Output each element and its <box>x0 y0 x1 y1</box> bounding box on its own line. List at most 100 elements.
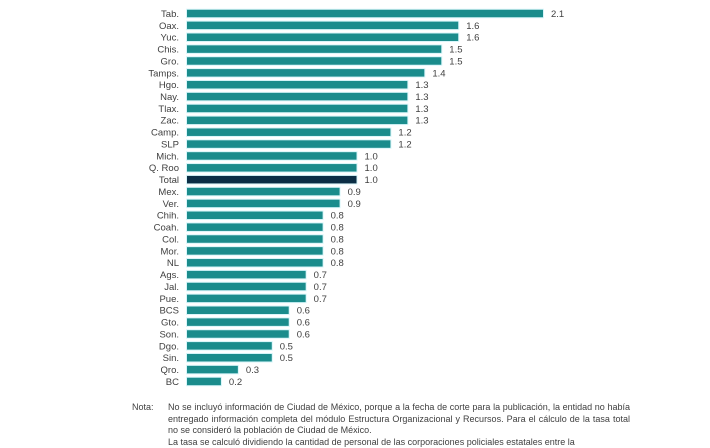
value-label: 2.1 <box>551 9 564 20</box>
value-label: 1.0 <box>365 175 378 186</box>
value-label: 1.5 <box>449 56 462 67</box>
value-label: 0.2 <box>229 377 242 388</box>
bar <box>187 200 340 208</box>
category-label: Qro. <box>161 365 179 376</box>
value-label: 0.7 <box>314 270 327 281</box>
note-text: No se incluyó información de Ciudad de M… <box>168 402 630 448</box>
value-label: 1.3 <box>415 104 428 115</box>
category-label: Zac. <box>161 116 179 127</box>
bar <box>187 152 357 160</box>
bar <box>187 81 407 89</box>
bar <box>187 164 357 172</box>
category-label: Son. <box>159 329 179 340</box>
value-label: 0.8 <box>331 246 344 257</box>
category-label: Gto. <box>161 318 179 329</box>
category-label: Hgo. <box>159 80 179 91</box>
bar <box>187 307 289 315</box>
value-label: 0.7 <box>314 282 327 293</box>
value-label: 1.2 <box>398 139 411 150</box>
bar <box>187 354 272 362</box>
category-label: BCS <box>159 306 179 317</box>
category-label: Tlax. <box>158 104 179 115</box>
bar <box>187 259 323 267</box>
value-label: 0.9 <box>348 187 361 198</box>
bar <box>187 283 306 291</box>
bar-chart: Tab.2.1Oax.1.6Yuc.1.6Chis.1.5Gro.1.5Tamp… <box>0 0 710 395</box>
value-label: 1.6 <box>466 33 479 44</box>
bar <box>187 318 289 326</box>
bar <box>187 366 238 374</box>
value-label: 0.6 <box>297 318 310 329</box>
bar <box>187 247 323 255</box>
category-label: Q. Roo <box>149 163 179 174</box>
value-label: 0.8 <box>331 211 344 222</box>
category-label: Pue. <box>159 294 179 305</box>
category-label: Mex. <box>158 187 179 198</box>
bar <box>187 57 441 64</box>
bar <box>187 140 390 148</box>
bar <box>187 188 340 196</box>
bar-total <box>187 176 357 184</box>
bar <box>187 117 407 125</box>
category-label: Chih. <box>157 211 179 222</box>
value-label: 0.8 <box>331 223 344 234</box>
bar <box>187 378 221 386</box>
value-label: 1.2 <box>398 128 411 139</box>
value-label: 1.5 <box>449 45 462 56</box>
value-label: 0.8 <box>331 234 344 245</box>
category-label: Nay. <box>160 92 179 103</box>
value-label: 1.3 <box>415 116 428 127</box>
value-label: 0.8 <box>331 258 344 269</box>
bar <box>187 235 323 243</box>
category-label: Coah. <box>154 223 179 234</box>
bar <box>187 105 407 113</box>
value-label: 1.0 <box>365 151 378 162</box>
value-label: 1.4 <box>432 68 445 79</box>
category-label: Tab. <box>161 9 179 20</box>
category-label: SLP <box>161 139 179 150</box>
bar <box>187 223 323 231</box>
bar <box>187 33 458 41</box>
value-label: 1.3 <box>415 92 428 103</box>
category-label: Col. <box>162 234 179 245</box>
note-paragraph-1: No se incluyó información de Ciudad de M… <box>168 402 630 437</box>
category-label: Camp. <box>151 128 179 139</box>
note-label: Nota: <box>132 402 154 414</box>
bar <box>187 10 543 18</box>
bar <box>187 93 407 101</box>
bar <box>187 271 306 279</box>
category-label: Ags. <box>160 270 179 281</box>
value-label: 0.5 <box>280 353 293 364</box>
category-label: Gro. <box>161 56 179 67</box>
value-label: 1.0 <box>365 163 378 174</box>
bar <box>187 45 441 53</box>
bar <box>187 295 306 303</box>
note-paragraph-2: La tasa se calculó dividiendo la cantida… <box>168 437 630 448</box>
category-label: Yuc. <box>161 33 180 44</box>
value-label: 1.6 <box>466 21 479 32</box>
bar <box>187 342 272 350</box>
value-label: 0.9 <box>348 199 361 210</box>
category-label: Ver. <box>163 199 179 210</box>
category-label: Mich. <box>156 151 179 162</box>
category-label: BC <box>166 377 179 388</box>
category-label: NL <box>167 258 179 269</box>
category-label: Chis. <box>157 45 179 56</box>
chart-note: Nota: No se incluyó información de Ciuda… <box>132 402 630 448</box>
category-label: Oax. <box>159 21 179 32</box>
bar <box>187 69 424 77</box>
value-label: 0.7 <box>314 294 327 305</box>
bar <box>187 212 323 220</box>
value-label: 0.6 <box>297 306 310 317</box>
value-label: 0.5 <box>280 341 293 352</box>
category-label: Total <box>159 175 179 186</box>
value-label: 1.3 <box>415 80 428 91</box>
category-label: Mor. <box>161 246 179 257</box>
bar <box>187 128 390 136</box>
category-label: Sin. <box>163 353 179 364</box>
category-label: Jal. <box>164 282 179 293</box>
bar <box>187 22 458 30</box>
bar <box>187 330 289 338</box>
value-label: 0.3 <box>246 365 259 376</box>
value-label: 0.6 <box>297 329 310 340</box>
